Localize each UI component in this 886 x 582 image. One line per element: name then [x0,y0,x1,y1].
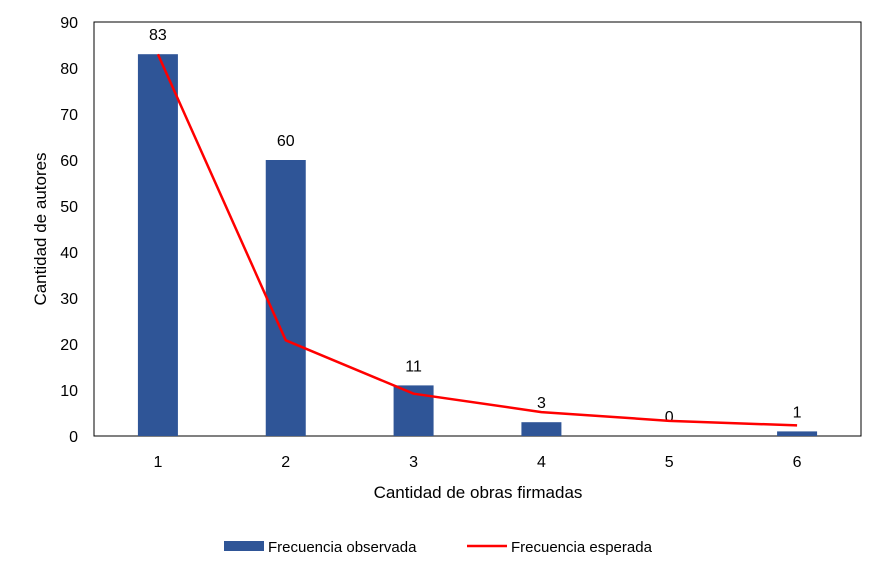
bar-data-label: 60 [277,133,295,150]
bar [137,54,178,436]
bar [265,160,306,436]
y-tick-label: 10 [60,383,78,400]
y-tick-label: 30 [60,291,78,308]
bars-group [137,54,818,436]
y-tick-label: 70 [60,107,78,124]
legend-label-expected: Frecuencia esperada [511,539,653,556]
bar [777,431,818,436]
bar-data-label: 0 [665,409,674,426]
y-axis-title: Cantidad de autores [31,152,50,305]
x-tick-label: 5 [665,454,674,471]
y-tick-label: 20 [60,337,78,354]
x-tick-label: 3 [409,454,418,471]
legend: Frecuencia observada Frecuencia esperada [224,539,653,556]
y-tick-label: 90 [60,15,78,32]
y-tick-label: 50 [60,199,78,216]
bar-data-label: 3 [537,395,546,412]
y-tick-label: 80 [60,61,78,78]
y-axis-ticks: 0 10 20 30 40 50 60 70 80 90 [60,15,78,446]
y-tick-label: 40 [60,245,78,262]
bar-data-label: 11 [405,358,422,375]
legend-swatch-observed [224,541,264,551]
expected-frequency-line [156,53,798,427]
x-tick-label: 4 [537,454,546,471]
y-tick-label: 60 [60,153,78,170]
y-tick-label: 0 [69,429,78,446]
x-tick-label: 2 [281,454,290,471]
x-axis-ticks: 1 2 3 4 5 6 [153,454,801,471]
plot-area-border [93,21,862,437]
x-tick-label: 1 [153,454,162,471]
bar [521,422,562,436]
legend-label-observed: Frecuencia observada [268,539,417,556]
bar-data-label: 83 [149,27,167,44]
x-axis-title: Cantidad de obras firmadas [374,483,583,502]
bar-data-labels: 83 60 11 3 0 1 [149,27,802,426]
bar-data-label: 1 [793,404,802,421]
x-tick-label: 6 [793,454,802,471]
